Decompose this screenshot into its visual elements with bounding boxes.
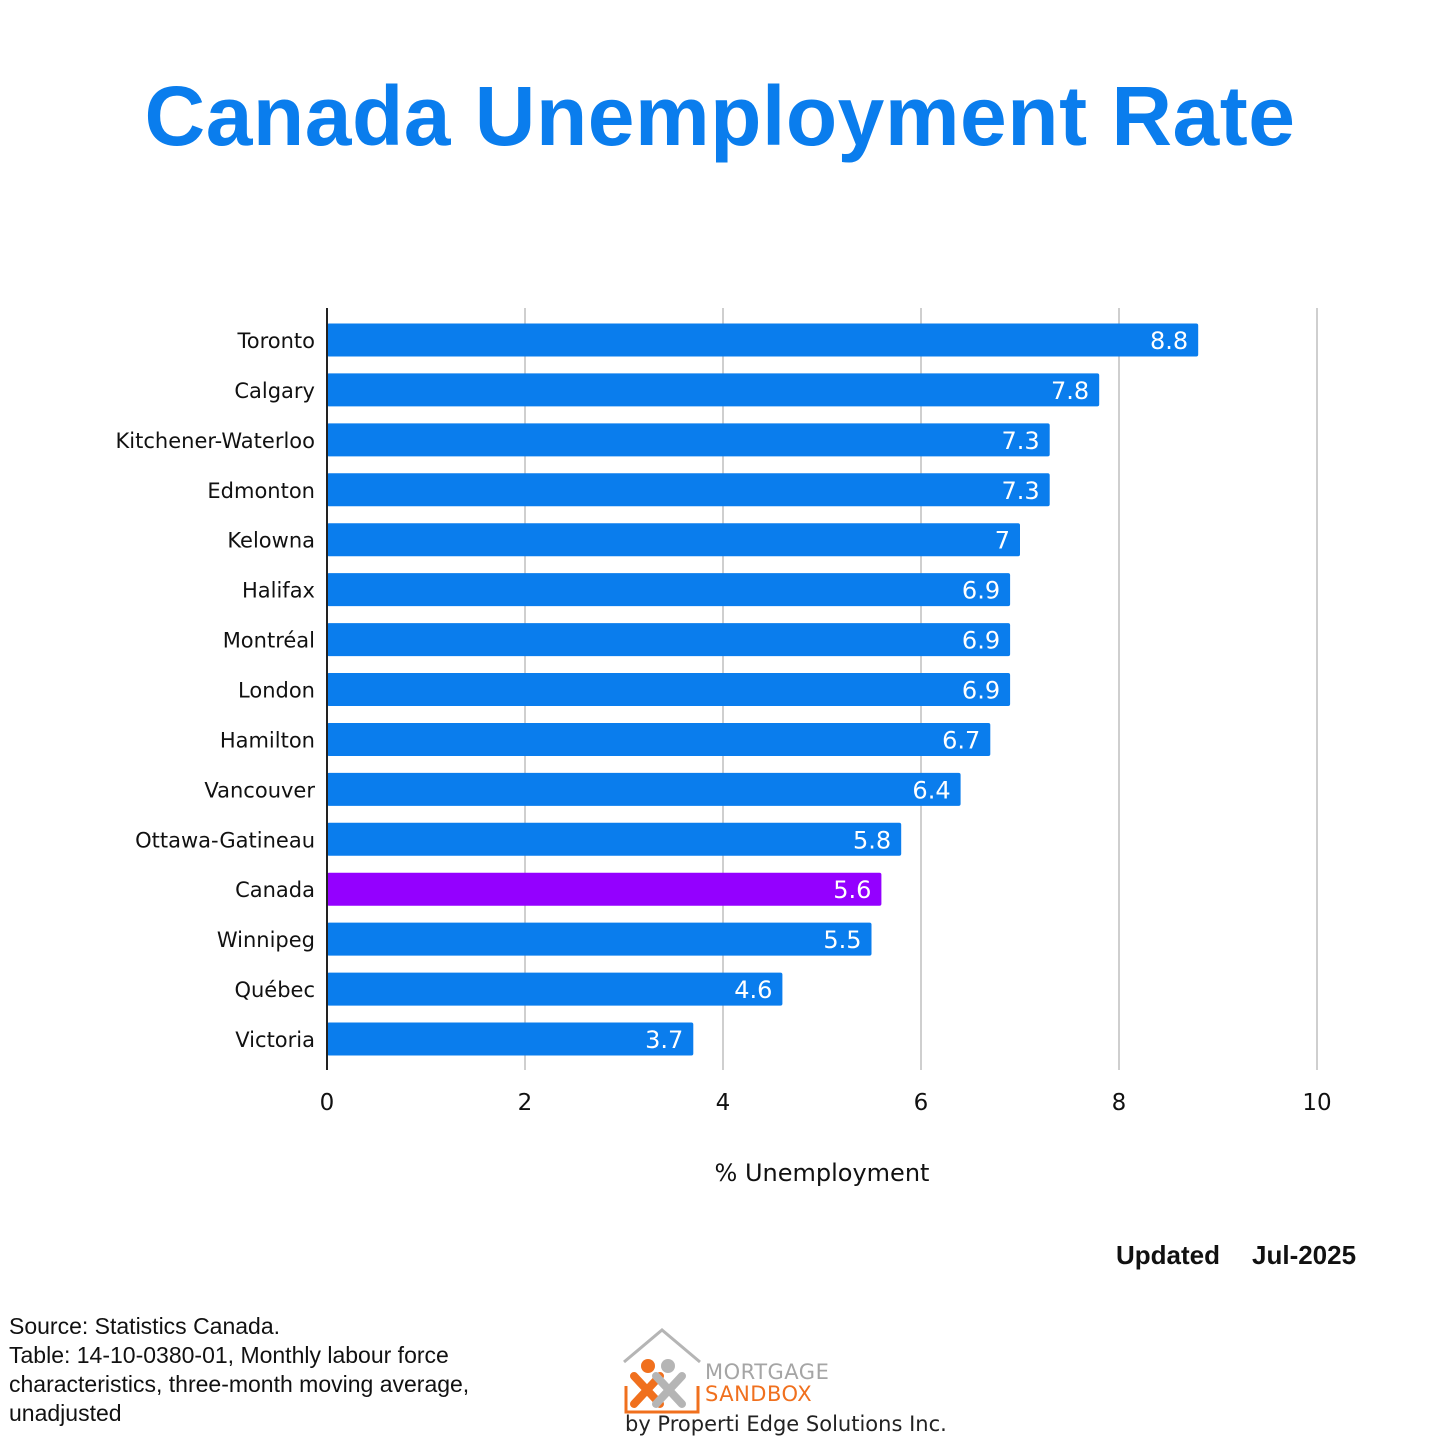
data-label: 8.8 bbox=[1150, 327, 1188, 355]
category-labels: Toronto Calgary Kitchener-Waterloo Edmonton… bbox=[116, 329, 316, 1052]
bar bbox=[327, 673, 1011, 707]
updated-label: Updated bbox=[1116, 1240, 1220, 1270]
source-line-2: Table: 14-10-0380-01, Monthly labour for… bbox=[9, 1342, 470, 1426]
data-label: 5.8 bbox=[853, 826, 891, 854]
bar bbox=[327, 523, 1020, 557]
updated-note: Updated Jul-2025 bbox=[1116, 1240, 1356, 1271]
source-note: Source: Statistics Canada. Table: 14-10-… bbox=[9, 1312, 529, 1428]
logo-word-mortgage: MORTGAGE bbox=[705, 1360, 830, 1384]
bar bbox=[327, 922, 872, 956]
data-label: 7.8 bbox=[1051, 377, 1089, 405]
category-label: Toronto bbox=[236, 329, 315, 353]
category-label: Hamilton bbox=[220, 728, 315, 752]
bar bbox=[327, 573, 1011, 607]
data-label: 7.3 bbox=[1002, 427, 1040, 455]
category-label: Halifax bbox=[242, 579, 315, 603]
x-tick-label: 10 bbox=[1302, 1090, 1331, 1116]
bar bbox=[327, 772, 961, 806]
category-label: Ottawa-Gatineau bbox=[135, 828, 315, 852]
category-label: Montréal bbox=[223, 629, 315, 653]
category-label: Kitchener-Waterloo bbox=[116, 429, 315, 453]
category-label: Edmonton bbox=[207, 479, 315, 503]
category-label: Calgary bbox=[234, 379, 315, 403]
data-label: 5.6 bbox=[833, 876, 871, 904]
chart-title: Canada Unemployment Rate bbox=[144, 69, 1296, 163]
bar bbox=[327, 722, 991, 756]
data-label: 5.5 bbox=[823, 926, 861, 954]
source-line-1: Source: Statistics Canada. bbox=[9, 1313, 281, 1339]
house-people-logo-icon bbox=[623, 1328, 701, 1414]
data-label: 4.6 bbox=[734, 976, 772, 1004]
category-label: London bbox=[238, 679, 315, 703]
updated-date: Jul-2025 bbox=[1252, 1240, 1357, 1270]
x-tick-label: 2 bbox=[518, 1090, 533, 1116]
bar-chart: 8.8 7.8 7.3 7.3 7 6.9 6.9 6.9 6.7 6.4 5.8 5.6 5.5 4.6… bbox=[116, 308, 1332, 1187]
data-label: 3.7 bbox=[645, 1026, 683, 1054]
x-tick-label: 6 bbox=[914, 1090, 929, 1116]
logo-word-sandbox: SANDBOX bbox=[705, 1382, 813, 1406]
x-tick-label: 8 bbox=[1112, 1090, 1127, 1116]
bar bbox=[327, 323, 1199, 357]
bar-highlight bbox=[327, 872, 882, 906]
bar bbox=[327, 423, 1050, 457]
bars: 8.8 7.8 7.3 7.3 7 6.9 6.9 6.9 6.7 6.4 5.8 5.6 5.5 4.6… bbox=[327, 323, 1199, 1056]
data-label: 6.9 bbox=[962, 577, 1000, 605]
data-label: 7.3 bbox=[1002, 477, 1040, 505]
data-label: 6.7 bbox=[942, 726, 980, 754]
category-label: Canada bbox=[235, 878, 315, 902]
category-label: Québec bbox=[234, 978, 315, 1002]
data-label: 6.4 bbox=[912, 776, 950, 804]
bar bbox=[327, 473, 1050, 507]
bar bbox=[327, 1022, 694, 1056]
bar bbox=[327, 822, 902, 856]
category-label: Victoria bbox=[235, 1028, 315, 1052]
category-label: Winnipeg bbox=[217, 928, 315, 952]
category-label: Vancouver bbox=[204, 778, 315, 802]
x-tick-label: 4 bbox=[716, 1090, 731, 1116]
bar bbox=[327, 623, 1011, 657]
x-axis-ticks: 0 2 4 6 8 10 bbox=[320, 1090, 1332, 1116]
mortgage-sandbox-logo: MORTGAGE SANDBOX by Properti Edge Soluti… bbox=[620, 1326, 947, 1436]
x-axis-title: % Unemployment bbox=[715, 1159, 930, 1187]
logo-tagline: by Properti Edge Solutions Inc. bbox=[625, 1412, 947, 1436]
x-tick-label: 0 bbox=[320, 1090, 335, 1116]
category-label: Kelowna bbox=[227, 529, 315, 553]
data-label: 7 bbox=[995, 527, 1010, 555]
data-label: 6.9 bbox=[962, 627, 1000, 655]
bar bbox=[327, 373, 1100, 407]
bar bbox=[327, 972, 783, 1006]
data-label: 6.9 bbox=[962, 677, 1000, 705]
